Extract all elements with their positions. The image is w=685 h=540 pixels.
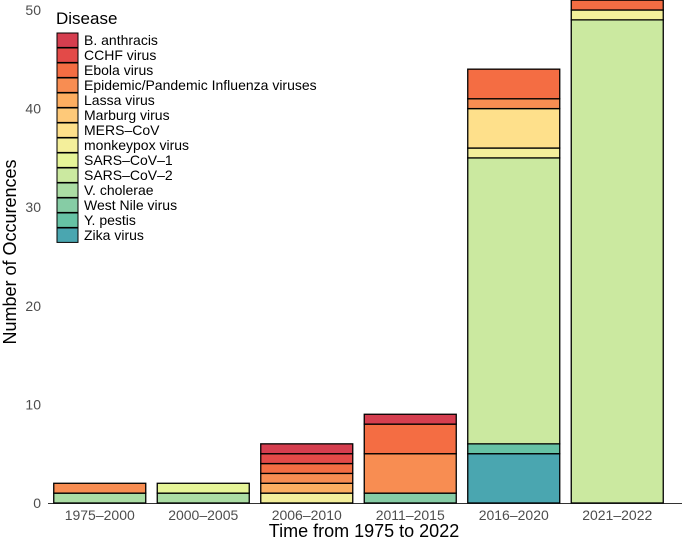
bar-segment-cchf-virus bbox=[260, 453, 354, 465]
bar-segment-west-nile-virus bbox=[363, 492, 457, 504]
legend-label-v-cholerae: V. cholerae bbox=[84, 182, 154, 198]
legend-label-b-anthracis: B. anthracis bbox=[84, 32, 158, 48]
legend-label-y-pestis: Y. pestis bbox=[84, 212, 136, 228]
x-tick-label: 2016–2020 bbox=[479, 507, 549, 523]
legend-swatch-ebola-virus bbox=[56, 62, 79, 78]
legend-label-monkeypox-virus: monkeypox virus bbox=[84, 137, 189, 153]
legend-label-sars-cov-2: SARS–CoV–2 bbox=[84, 167, 173, 183]
bar-segment-monkeypox-virus bbox=[570, 9, 664, 21]
legend-label-mers-cov: MERS–CoV bbox=[84, 122, 160, 138]
bar-segment-epidemic-pandemic-influenza-viruses bbox=[467, 98, 561, 110]
y-axis-title: Number of Occurences bbox=[0, 159, 20, 344]
y-tick-label: 30 bbox=[25, 199, 41, 215]
bar-segment-mers-cov bbox=[467, 107, 561, 149]
legend-label-lassa-virus: Lassa virus bbox=[84, 92, 155, 108]
bar-segment-lassa-virus bbox=[260, 482, 354, 494]
bar-segment-sars-cov-1 bbox=[156, 482, 250, 494]
bar-segment-monkeypox-virus bbox=[260, 492, 354, 504]
legend-swatch-sars-cov-2 bbox=[56, 167, 79, 183]
bar-segment-b-anthracis bbox=[363, 413, 457, 425]
bar-segment-zika-virus bbox=[467, 453, 561, 504]
bar-segment-epidemic-pandemic-influenza-viruses bbox=[363, 453, 457, 494]
y-tick-label: 10 bbox=[25, 396, 41, 412]
legend-title: Disease bbox=[56, 9, 117, 28]
legend-label-zika-virus: Zika virus bbox=[84, 227, 144, 243]
x-tick-label: 2021–2022 bbox=[582, 507, 652, 523]
x-tick-label: 2000–2005 bbox=[168, 507, 238, 523]
legend-swatch-mers-cov bbox=[56, 122, 79, 138]
bar-segment-b-anthracis bbox=[260, 443, 354, 455]
legend-swatch-zika-virus bbox=[56, 227, 79, 243]
bar-segment-sars-cov-2 bbox=[570, 19, 664, 504]
legend-label-sars-cov-1: SARS–CoV–1 bbox=[84, 152, 173, 168]
legend-label-west-nile-virus: West Nile virus bbox=[84, 197, 177, 213]
x-axis-title: Time from 1975 to 2022 bbox=[269, 521, 459, 540]
legend-label-cchf-virus: CCHF virus bbox=[84, 47, 156, 63]
y-tick-label: 50 bbox=[25, 2, 41, 18]
legend-swatch-v-cholerae bbox=[56, 182, 79, 198]
legend-swatch-marburg-virus bbox=[56, 107, 79, 123]
bar-segment-epidemic-pandemic-influenza-viruses bbox=[53, 482, 147, 494]
bar-segment-ebola-virus bbox=[467, 68, 561, 100]
legend-swatch-west-nile-virus bbox=[56, 197, 79, 213]
legend-label-marburg-virus: Marburg virus bbox=[84, 107, 170, 123]
bar-segment-ebola-virus bbox=[260, 462, 354, 475]
bar-segment-epidemic-pandemic-influenza-viruses bbox=[260, 472, 354, 484]
bar-segment-v-cholerae bbox=[53, 492, 147, 504]
bars bbox=[53, 0, 664, 504]
legend-label-ebola-virus: Ebola virus bbox=[84, 62, 153, 78]
legend-swatch-sars-cov-1 bbox=[56, 152, 79, 168]
legend-swatch-lassa-virus bbox=[56, 92, 79, 108]
legend-swatch-epidemic-pandemic-influenza-viruses bbox=[56, 77, 79, 93]
y-tick-label: 20 bbox=[25, 298, 41, 314]
x-tick-label: 2011–2015 bbox=[376, 507, 445, 523]
x-tick-label: 2006–2010 bbox=[272, 507, 342, 523]
bar-segment-ebola-virus bbox=[570, 0, 664, 11]
legend-swatch-cchf-virus bbox=[56, 47, 79, 63]
bar-segment-v-cholerae bbox=[156, 492, 250, 504]
x-axis-ticks: 1975–2000 2000–2005 2006–2010 2011–2015 2016… bbox=[65, 507, 653, 523]
bar-segment-ebola-virus bbox=[363, 423, 457, 455]
legend-swatch-monkeypox-virus bbox=[56, 137, 79, 153]
bar-segment-y-pestis bbox=[467, 443, 561, 455]
legend-label-epidemic-pandemic-influenza-viruses: Epidemic/Pandemic Influenza viruses bbox=[84, 77, 317, 93]
y-axis-ticks: 0 10 20 30 40 50 bbox=[25, 2, 41, 511]
legend-swatch-y-pestis bbox=[56, 212, 79, 228]
legend-swatch-b-anthracis bbox=[56, 32, 79, 48]
bar-segment-sars-cov-2 bbox=[467, 157, 561, 445]
y-tick-label: 0 bbox=[33, 495, 41, 511]
bar-segment-monkeypox-virus bbox=[467, 147, 561, 159]
y-tick-label: 40 bbox=[25, 101, 41, 117]
x-tick-label: 1975–2000 bbox=[65, 507, 135, 523]
